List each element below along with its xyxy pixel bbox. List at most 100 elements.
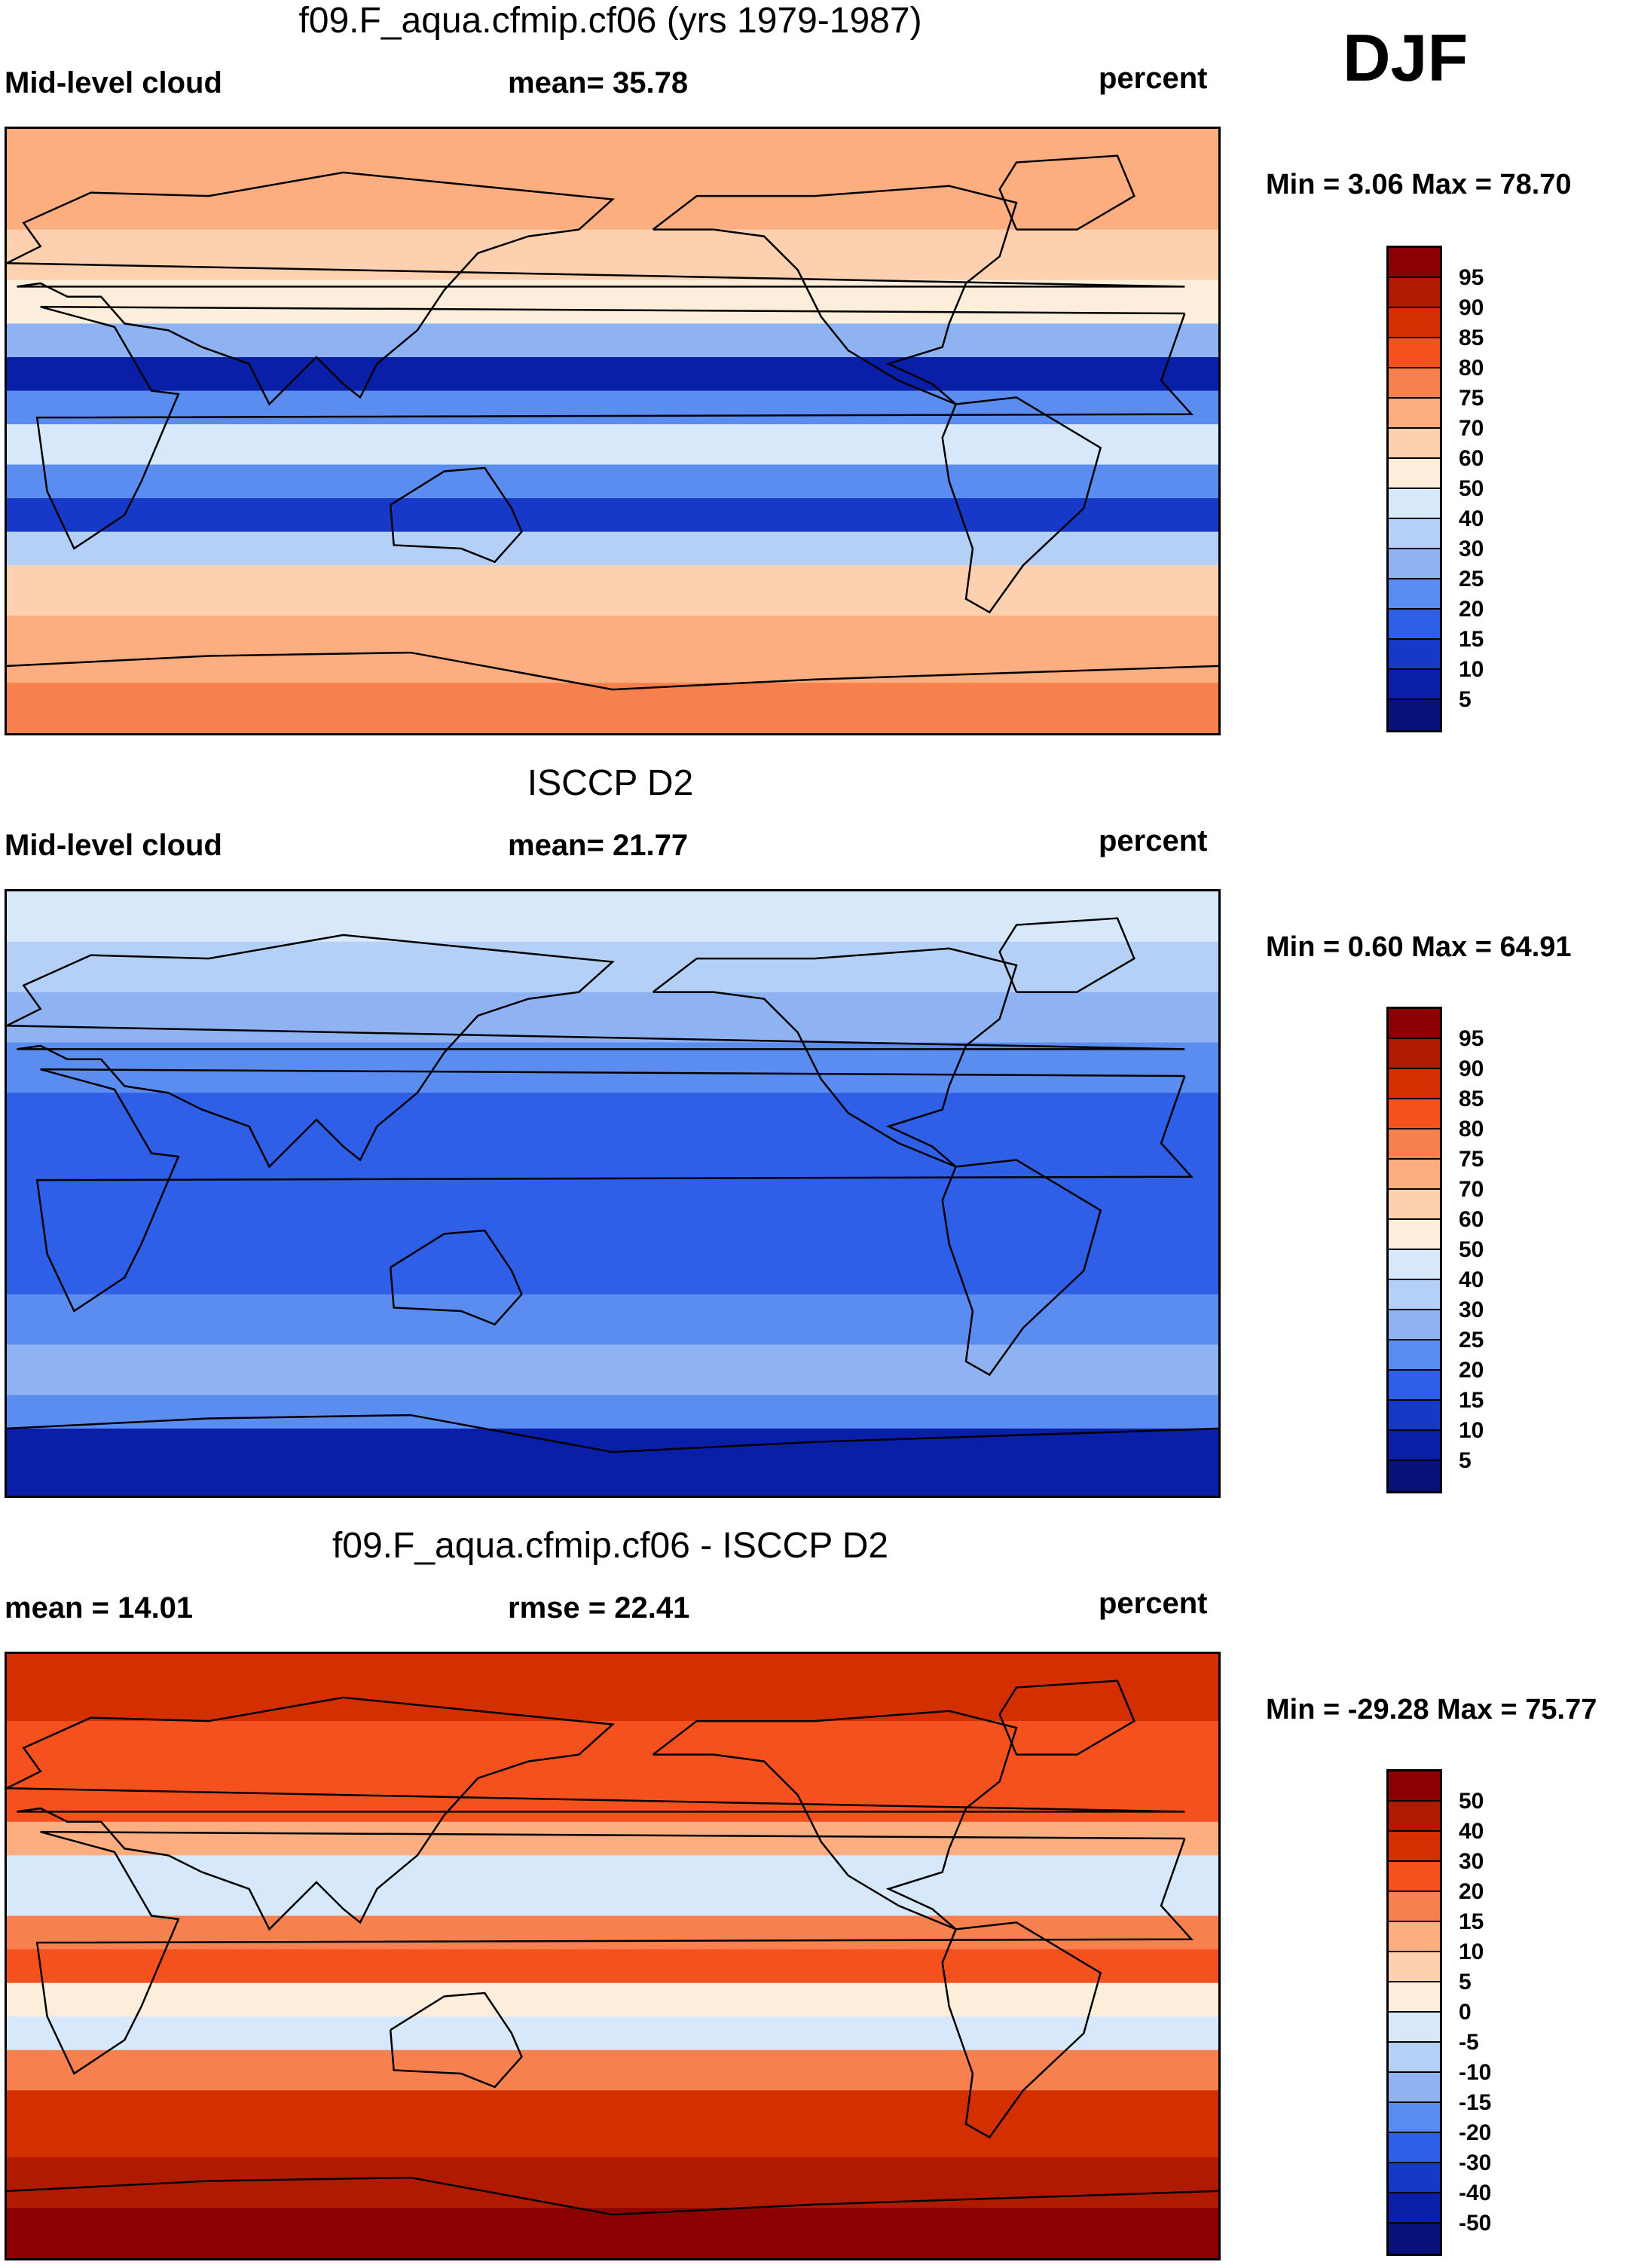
- colorbar-level-label: -50: [1459, 2211, 1492, 2236]
- colorbar-level-label: 80: [1459, 356, 1484, 381]
- season-label: DJF: [1343, 20, 1469, 95]
- colorbar-level-label: 90: [1459, 295, 1484, 320]
- colorbar-level-label: 20: [1459, 1358, 1484, 1383]
- zonal-band: [7, 323, 1218, 358]
- zonal-band: [7, 1855, 1218, 1883]
- colorbar-swatch: [1389, 1220, 1440, 1250]
- colorbar-level-label: 60: [1459, 446, 1484, 471]
- colorbar-level-label: 80: [1459, 1117, 1484, 1142]
- panel-3-title: f09.F_aqua.cfmip.cf06 - ISCCP D2: [332, 1526, 889, 1566]
- colorbar-swatch: [1389, 1461, 1440, 1491]
- coastline: [7, 2176, 1218, 2216]
- panel-2-minmax: Min = 0.60 Max = 64.91: [1266, 931, 1572, 963]
- colorbar-swatch: [1389, 1802, 1440, 1832]
- colorbar-swatch: [1389, 1129, 1440, 1160]
- colorbar-swatch: [1389, 700, 1440, 730]
- panel-3-units-label: percent: [1099, 1587, 1208, 1620]
- zonal-band: [7, 1821, 1218, 1857]
- colorbar-level-label: 5: [1459, 687, 1472, 712]
- colorbar-swatch: [1389, 1340, 1440, 1371]
- zonal-band: [7, 1344, 1218, 1396]
- colorbar-swatch: [1389, 1922, 1440, 1952]
- colorbar-level-label: 95: [1459, 1026, 1484, 1051]
- zonal-band: [7, 390, 1218, 426]
- zonal-band: [7, 2049, 1218, 2092]
- coastline: [35, 1068, 1194, 1313]
- panel-2-map-field: [7, 891, 1218, 1496]
- panel-2-map: [5, 889, 1221, 1498]
- colorbar-swatch: [1389, 1310, 1440, 1340]
- coastline: [7, 171, 1185, 406]
- colorbar-swatch: [1389, 1039, 1440, 1069]
- colorbar-swatch: [1389, 1190, 1440, 1220]
- colorbar-swatch: [1389, 1771, 1440, 1802]
- zonal-band: [7, 424, 1218, 466]
- colorbar-swatch: [1389, 1952, 1440, 1982]
- coastline: [941, 396, 1102, 614]
- coastline: [35, 305, 1194, 550]
- coastline: [998, 917, 1135, 993]
- coastline: [35, 1830, 1194, 2075]
- zonal-band: [7, 1042, 1218, 1094]
- colorbar-swatch: [1389, 1371, 1440, 1401]
- colorbar-level-label: 25: [1459, 567, 1484, 591]
- colorbar-level-label: 85: [1459, 1087, 1484, 1111]
- zonal-band: [7, 1194, 1218, 1245]
- colorbar-level-label: 5: [1459, 1970, 1472, 1994]
- colorbar-swatch: [1389, 2043, 1440, 2073]
- coastline: [7, 934, 1185, 1169]
- colorbar-swatch: [1389, 2193, 1440, 2224]
- colorbar-swatch: [1389, 1069, 1440, 1099]
- zonal-band: [7, 616, 1218, 684]
- zonal-band: [7, 1721, 1218, 1772]
- colorbar-level-label: 30: [1459, 1298, 1484, 1322]
- zonal-band: [7, 683, 1218, 733]
- colorbar-swatch: [1389, 640, 1440, 670]
- colorbar-level-label: 15: [1459, 627, 1484, 652]
- zonal-band: [7, 1949, 1218, 1984]
- colorbar-swatch: [1389, 519, 1440, 549]
- colorbar-level-label: 90: [1459, 1056, 1484, 1081]
- colorbar-swatch: [1389, 368, 1440, 399]
- colorbar-level-label: -15: [1459, 2090, 1492, 2115]
- colorbar-level-label: 15: [1459, 1388, 1484, 1413]
- colorbar-swatch: [1389, 278, 1440, 308]
- colorbar-swatch: [1389, 1280, 1440, 1310]
- coastline: [652, 947, 1018, 1168]
- colorbar-swatch: [1389, 2133, 1440, 2163]
- colorbar-swatch: [1389, 429, 1440, 459]
- colorbar-swatch: [1389, 1099, 1440, 1129]
- colorbar-level-label: 10: [1459, 1939, 1484, 1964]
- colorbar-swatch: [1389, 1250, 1440, 1280]
- panel-2-title: ISCCP D2: [527, 763, 694, 803]
- colorbar-level-label: 50: [1459, 1237, 1484, 1262]
- colorbar-level-label: -30: [1459, 2150, 1492, 2175]
- colorbar-level-label: -20: [1459, 2120, 1492, 2145]
- colorbar-level-label: 95: [1459, 265, 1484, 290]
- coastline: [7, 651, 1218, 691]
- zonal-band: [7, 464, 1218, 500]
- colorbar-level-label: 40: [1459, 1819, 1484, 1844]
- colorbar-level-label: 70: [1459, 1177, 1484, 1202]
- colorbar-swatch: [1389, 338, 1440, 368]
- zonal-band: [7, 2208, 1218, 2258]
- colorbar-swatch: [1389, 1892, 1440, 1922]
- panel-3-map: [5, 1652, 1221, 2260]
- zonal-band: [7, 1294, 1218, 1346]
- coastline: [7, 1414, 1218, 1453]
- colorbar-level-label: 20: [1459, 597, 1484, 622]
- colorbar-level-label: 10: [1459, 657, 1484, 682]
- colorbar-swatch: [1389, 1009, 1440, 1039]
- colorbar-box: [1386, 1007, 1442, 1493]
- zonal-band: [7, 1654, 1218, 1722]
- zonal-band: [7, 229, 1218, 281]
- colorbar-level-label: 5: [1459, 1448, 1472, 1473]
- coastline: [941, 1159, 1102, 1377]
- zonal-band: [7, 2090, 1218, 2159]
- colorbar-level-label: 10: [1459, 1418, 1484, 1443]
- colorbar-swatch: [1389, 1431, 1440, 1461]
- colorbar-swatch: [1389, 308, 1440, 338]
- colorbar-swatch: [1389, 549, 1440, 579]
- colorbar-swatch: [1389, 2103, 1440, 2133]
- panel-1-map-field: [7, 129, 1218, 733]
